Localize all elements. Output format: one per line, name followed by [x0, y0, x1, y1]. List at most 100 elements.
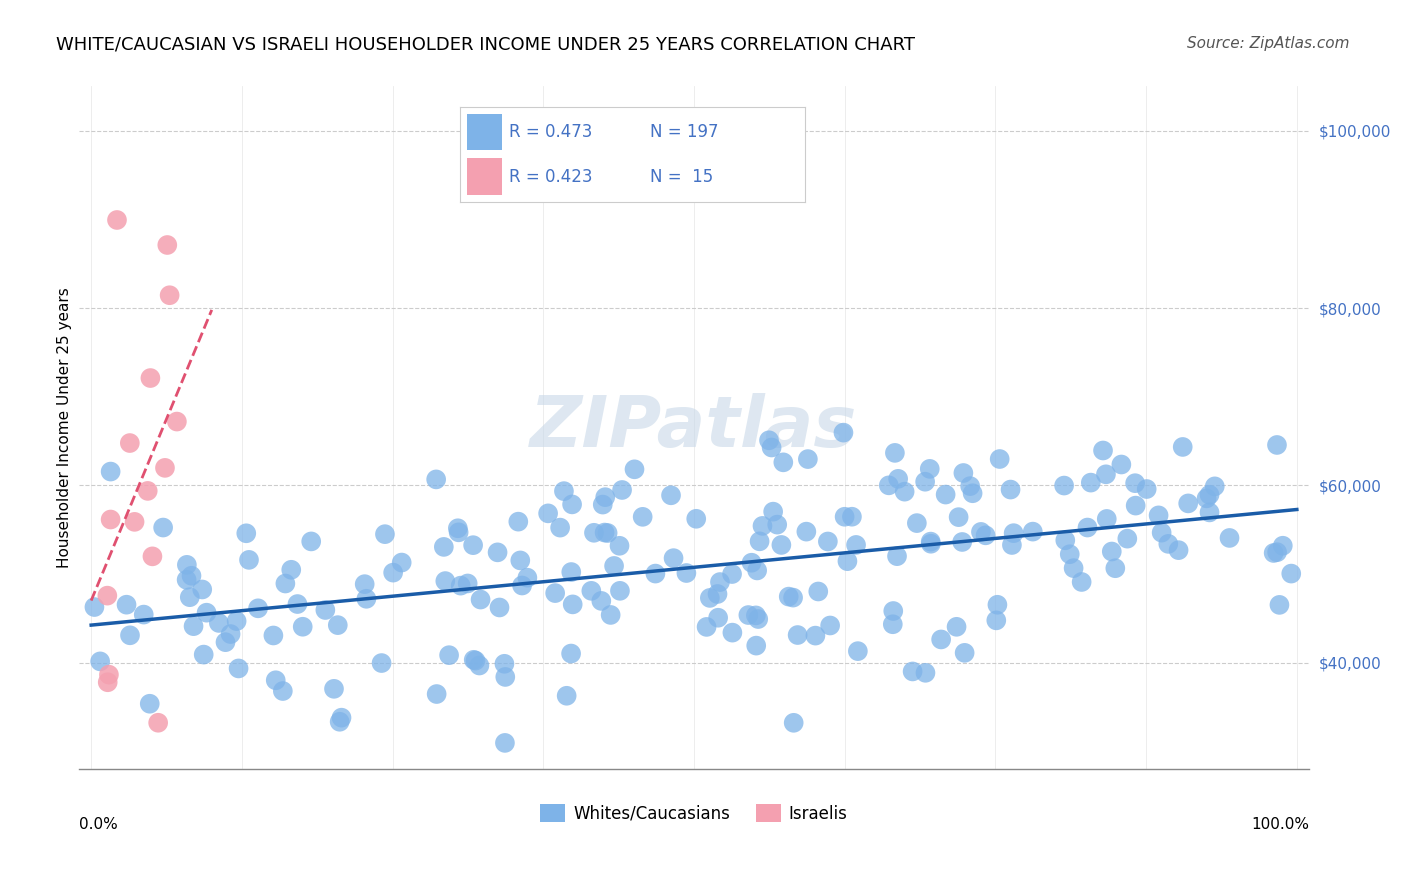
Whites/Caucasians — [280, 563, 302, 577]
Whites/Caucasians — [893, 484, 915, 499]
Whites/Caucasians — [832, 425, 855, 440]
Whites/Caucasians — [516, 571, 538, 585]
Whites/Caucasians — [437, 648, 460, 663]
Whites/Caucasians — [264, 673, 287, 688]
Whites/Caucasians — [1111, 458, 1133, 472]
Whites/Caucasians — [877, 478, 900, 492]
Whites/Caucasians — [1095, 467, 1118, 482]
Whites/Caucasians — [886, 549, 908, 564]
Whites/Caucasians — [195, 606, 218, 620]
Whites/Caucasians — [1198, 505, 1220, 519]
Whites/Caucasians — [1195, 491, 1218, 506]
Legend: Whites/Caucasians, Israelis: Whites/Caucasians, Israelis — [534, 797, 855, 830]
Whites/Caucasians — [747, 612, 769, 626]
Whites/Caucasians — [696, 620, 718, 634]
Israelis — [97, 675, 120, 690]
Whites/Caucasians — [510, 578, 533, 592]
Whites/Caucasians — [494, 670, 516, 684]
Whites/Caucasians — [772, 455, 794, 469]
Whites/Caucasians — [426, 687, 449, 701]
Whites/Caucasians — [914, 475, 936, 489]
Whites/Caucasians — [560, 565, 582, 579]
Whites/Caucasians — [845, 538, 868, 552]
Whites/Caucasians — [1263, 546, 1285, 560]
Whites/Caucasians — [1000, 483, 1022, 497]
Whites/Caucasians — [699, 591, 721, 605]
Whites/Caucasians — [1271, 539, 1294, 553]
Whites/Caucasians — [330, 711, 353, 725]
Whites/Caucasians — [152, 520, 174, 534]
Whites/Caucasians — [761, 441, 783, 455]
Whites/Caucasians — [450, 579, 472, 593]
Whites/Caucasians — [1279, 566, 1302, 581]
Whites/Caucasians — [118, 628, 141, 642]
Whites/Caucasians — [883, 446, 905, 460]
Whites/Caucasians — [901, 665, 924, 679]
Whites/Caucasians — [1171, 440, 1194, 454]
Whites/Caucasians — [1059, 547, 1081, 561]
Whites/Caucasians — [920, 537, 942, 551]
Whites/Caucasians — [706, 587, 728, 601]
Whites/Caucasians — [457, 576, 479, 591]
Whites/Caucasians — [581, 583, 603, 598]
Whites/Caucasians — [447, 521, 470, 535]
Whites/Caucasians — [582, 525, 605, 540]
Whites/Caucasians — [139, 697, 162, 711]
Text: Source: ZipAtlas.com: Source: ZipAtlas.com — [1187, 36, 1350, 51]
Y-axis label: Householder Income Under 25 years: Householder Income Under 25 years — [58, 287, 72, 568]
Whites/Caucasians — [1123, 476, 1146, 491]
Whites/Caucasians — [1022, 524, 1045, 539]
Whites/Caucasians — [115, 598, 138, 612]
Whites/Caucasians — [214, 635, 236, 649]
Whites/Caucasians — [796, 524, 818, 539]
Whites/Caucasians — [291, 620, 314, 634]
Whites/Caucasians — [770, 538, 793, 552]
Whites/Caucasians — [179, 591, 201, 605]
Whites/Caucasians — [1177, 496, 1199, 510]
Whites/Caucasians — [929, 632, 952, 647]
Whites/Caucasians — [918, 462, 941, 476]
Whites/Caucasians — [837, 554, 859, 568]
Whites/Caucasians — [596, 526, 619, 541]
Whites/Caucasians — [488, 600, 510, 615]
Israelis — [159, 288, 181, 302]
Whites/Caucasians — [1157, 537, 1180, 551]
Whites/Caucasians — [920, 534, 942, 549]
Whites/Caucasians — [591, 594, 613, 608]
Israelis — [97, 667, 120, 681]
Whites/Caucasians — [914, 665, 936, 680]
Whites/Caucasians — [463, 653, 485, 667]
Israelis — [153, 461, 176, 475]
Whites/Caucasians — [631, 509, 654, 524]
Whites/Caucasians — [1265, 545, 1288, 559]
Text: ZIPatlas: ZIPatlas — [530, 393, 858, 462]
Whites/Caucasians — [758, 434, 780, 448]
Whites/Caucasians — [561, 497, 583, 511]
Whites/Caucasians — [841, 509, 863, 524]
Whites/Caucasians — [948, 510, 970, 524]
Text: 100.0%: 100.0% — [1251, 817, 1309, 832]
Whites/Caucasians — [804, 629, 827, 643]
Whites/Caucasians — [797, 452, 820, 467]
Whites/Caucasians — [425, 472, 447, 486]
Whites/Caucasians — [299, 534, 322, 549]
Whites/Caucasians — [191, 582, 214, 597]
Whites/Caucasians — [486, 545, 509, 559]
Whites/Caucasians — [1265, 438, 1288, 452]
Whites/Caucasians — [846, 644, 869, 658]
Whites/Caucasians — [356, 591, 378, 606]
Israelis — [136, 483, 159, 498]
Whites/Caucasians — [609, 583, 631, 598]
Whites/Caucasians — [786, 628, 808, 642]
Whites/Caucasians — [986, 613, 1008, 627]
Whites/Caucasians — [1136, 482, 1159, 496]
Whites/Caucasians — [762, 505, 785, 519]
Whites/Caucasians — [553, 484, 575, 499]
Whites/Caucasians — [709, 575, 731, 590]
Whites/Caucasians — [807, 584, 830, 599]
Whites/Caucasians — [1167, 543, 1189, 558]
Whites/Caucasians — [208, 615, 231, 630]
Whites/Caucasians — [225, 614, 247, 628]
Whites/Caucasians — [1268, 598, 1291, 612]
Whites/Caucasians — [247, 601, 270, 615]
